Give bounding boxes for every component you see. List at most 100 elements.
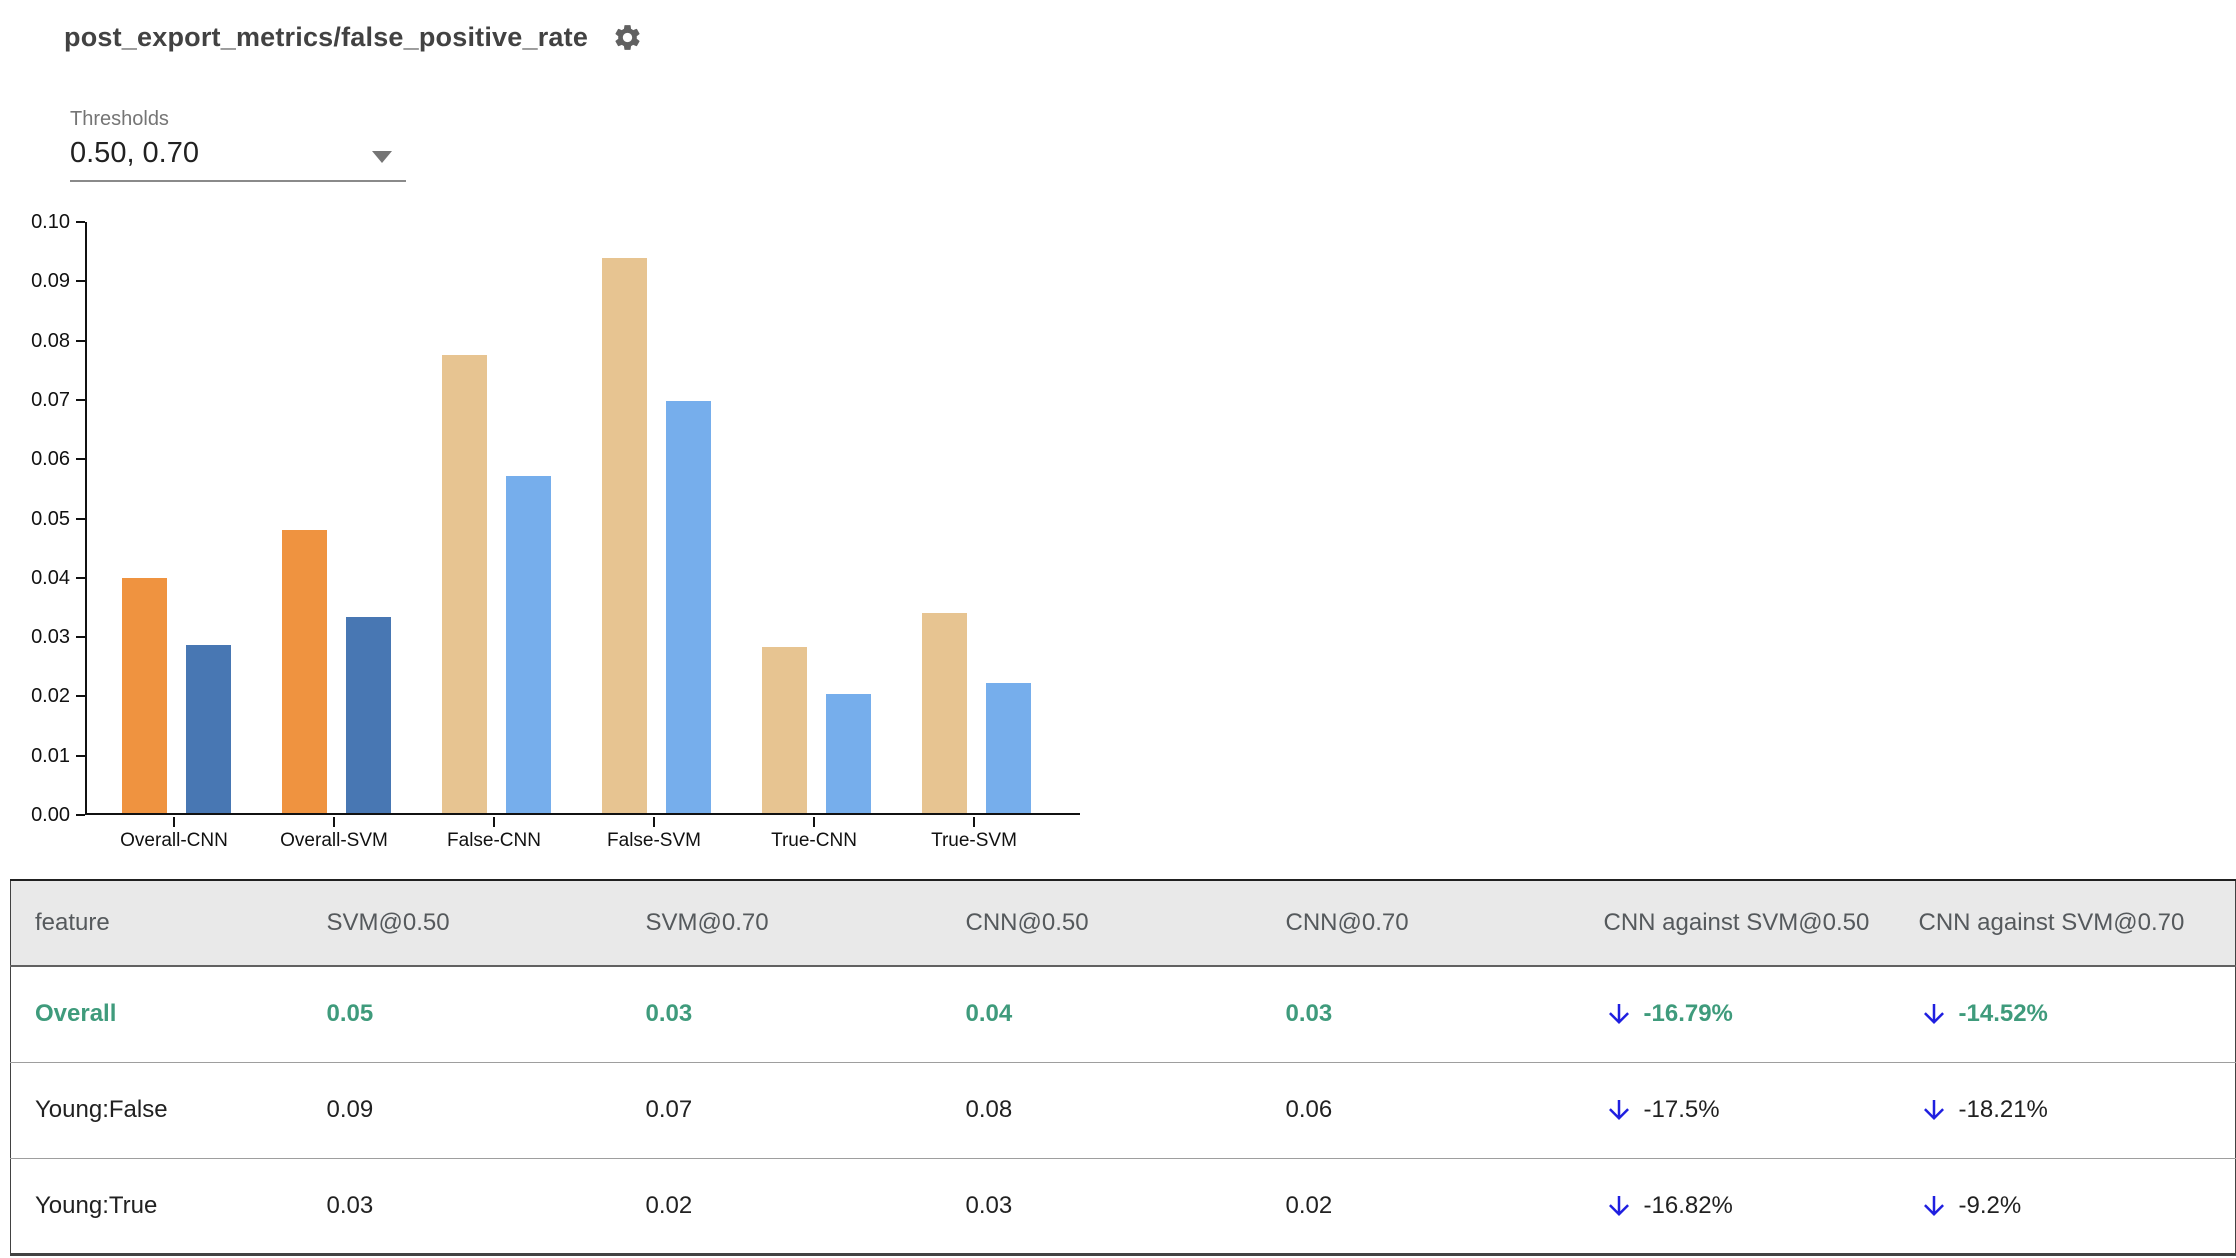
comparison-cell: -18.21% xyxy=(1919,1095,2236,1125)
bar-Overall-CNN-at-0.70[interactable] xyxy=(185,645,231,813)
y-axis-tick xyxy=(76,339,85,342)
arrow-down-icon xyxy=(1604,999,1634,1029)
bar-False-SVM-at-0.70[interactable] xyxy=(665,401,711,813)
col-header-cnn070: CNN@0.70 xyxy=(1285,880,1604,967)
y-axis-tick-label: 0.07 xyxy=(31,388,70,411)
value-cell: 0.09 xyxy=(326,1062,646,1159)
chart-plot-area xyxy=(85,222,1080,815)
arrow-down-icon xyxy=(1919,999,1949,1029)
x-axis-label: False-SVM xyxy=(607,830,701,851)
page-title: post_export_metrics/false_positive_rate xyxy=(64,22,589,52)
col-header-svm050: SVM@0.50 xyxy=(326,880,646,967)
value-cell: 0.03 xyxy=(965,1191,1013,1219)
table-row-young-false: Young:False 0.09 0.07 0.08 0.06 -17.5% -… xyxy=(10,1062,2236,1159)
bar-True-CNN-at-0.70[interactable] xyxy=(825,694,871,813)
y-axis-tick xyxy=(76,398,85,401)
arrow-down-icon xyxy=(1604,1095,1634,1125)
value-cell: 0.08 xyxy=(965,1062,1286,1159)
y-axis-tick-label: 0.01 xyxy=(31,744,70,767)
value-cell: 0.02 xyxy=(645,1191,693,1219)
panel-header: post_export_metrics/false_positive_rate xyxy=(64,22,643,53)
feature-cell: Young:True xyxy=(35,1191,158,1219)
value-cell: 0.06 xyxy=(1285,1062,1604,1159)
col-header-feature: feature xyxy=(10,880,327,967)
bar-False-CNN-at-0.70[interactable] xyxy=(505,476,551,813)
y-axis-tick xyxy=(76,517,85,520)
arrow-down-icon xyxy=(1919,1095,1949,1125)
bar-True-SVM-at-0.50[interactable] xyxy=(921,613,967,813)
y-axis-tick xyxy=(76,636,85,639)
y-axis-tick xyxy=(76,695,85,698)
dropdown-caret-icon xyxy=(372,151,392,163)
bar-Overall-SVM-at-0.50[interactable] xyxy=(281,530,327,813)
y-axis-tick-label: 0.04 xyxy=(31,566,70,589)
y-axis-tick-label: 0.05 xyxy=(31,507,70,530)
x-axis-tick xyxy=(493,817,495,827)
comparison-cell: -16.82% xyxy=(1604,1191,1919,1221)
x-axis-tick xyxy=(173,817,175,827)
comparison-value: -14.52% xyxy=(1958,1000,2048,1028)
x-axis-label: False-CNN xyxy=(447,830,541,851)
y-axis-tick-label: 0.03 xyxy=(31,626,70,649)
arrow-down-icon xyxy=(1919,1191,1949,1221)
x-axis-label: Overall-CNN xyxy=(120,830,228,851)
table-row-overall: Overall 0.05 0.03 0.04 0.03 -16.79% -14.… xyxy=(10,966,2236,1063)
x-axis-tick xyxy=(813,817,815,827)
x-axis-tick xyxy=(333,817,335,827)
feature-cell: Young:False xyxy=(10,1062,327,1159)
value-cell: 0.03 xyxy=(326,1191,374,1219)
y-axis-tick-label: 0.09 xyxy=(31,270,70,293)
col-header-cnn-vs-svm050: CNN against SVM@0.50 xyxy=(1603,880,1919,967)
metrics-table: feature SVM@0.50 SVM@0.70 CNN@0.50 CNN@0… xyxy=(10,879,2236,1256)
comparison-value: -16.82% xyxy=(1643,1191,1733,1219)
table-header-row: feature SVM@0.50 SVM@0.70 CNN@0.50 CNN@0… xyxy=(10,880,2236,967)
false-positive-rate-chart: 0.00 0.01 0.02 0.03 0.04 0.05 0.06 0.07 0.08 0.09… xyxy=(0,0,1120,870)
value-cell: 0.07 xyxy=(645,1062,966,1159)
table-row-young-true: Young:True 0.03 0.02 0.03 0.02 -16.82% -… xyxy=(11,1158,2236,1254)
x-axis-label: True-SVM xyxy=(931,830,1017,851)
y-axis-tick-label: 0.08 xyxy=(31,329,70,352)
x-axis-label: True-CNN xyxy=(771,830,857,851)
value-cell: 0.03 xyxy=(1285,966,1604,1063)
col-header-cnn-vs-svm070: CNN against SVM@0.70 xyxy=(1918,880,2236,967)
comparison-value: -18.21% xyxy=(1958,1096,2048,1123)
y-axis-tick xyxy=(76,280,85,283)
thresholds-control: Thresholds 0.50, 0.70 xyxy=(70,108,406,182)
bar-True-SVM-at-0.70[interactable] xyxy=(985,682,1031,813)
x-axis-tick xyxy=(653,817,655,827)
value-cell: 0.04 xyxy=(965,966,1286,1063)
arrow-down-icon xyxy=(1604,1191,1634,1221)
col-header-cnn050: CNN@0.50 xyxy=(965,880,1286,967)
comparison-value: -17.5% xyxy=(1643,1096,1720,1123)
value-cell: 0.05 xyxy=(326,966,646,1063)
bar-False-CNN-at-0.50[interactable] xyxy=(441,355,487,813)
value-cell: 0.03 xyxy=(645,966,966,1063)
comparison-cell: -9.2% xyxy=(1919,1191,2236,1221)
y-axis-tick-label: 0.06 xyxy=(31,448,70,471)
bar-True-CNN-at-0.50[interactable] xyxy=(761,646,807,813)
value-cell: 0.02 xyxy=(1285,1191,1333,1219)
settings-gear-icon[interactable] xyxy=(612,22,643,53)
y-axis-tick xyxy=(76,814,85,816)
feature-cell: Overall xyxy=(10,966,327,1063)
bar-Overall-CNN-at-0.50[interactable] xyxy=(121,577,167,813)
bar-False-SVM-at-0.50[interactable] xyxy=(601,257,647,813)
comparison-value: -16.79% xyxy=(1643,1000,1733,1028)
thresholds-value: 0.50, 0.70 xyxy=(70,137,199,169)
y-axis-tick-label: 0.02 xyxy=(31,685,70,708)
col-header-svm070: SVM@0.70 xyxy=(645,880,966,967)
thresholds-label: Thresholds xyxy=(70,108,169,130)
comparison-cell: -14.52% xyxy=(1919,999,2236,1029)
y-axis-tick xyxy=(76,221,85,223)
y-axis-tick xyxy=(76,754,85,757)
y-axis-tick-label: 0.10 xyxy=(31,211,70,233)
comparison-value: -9.2% xyxy=(1958,1191,2022,1219)
bar-Overall-SVM-at-0.70[interactable] xyxy=(345,616,391,813)
thresholds-select[interactable]: 0.50, 0.70 xyxy=(70,137,406,182)
y-axis-tick xyxy=(76,576,85,579)
comparison-cell: -16.79% xyxy=(1604,999,1919,1029)
x-axis-tick xyxy=(973,817,975,827)
x-axis-label: Overall-SVM xyxy=(280,830,388,851)
y-axis-tick xyxy=(76,458,85,461)
